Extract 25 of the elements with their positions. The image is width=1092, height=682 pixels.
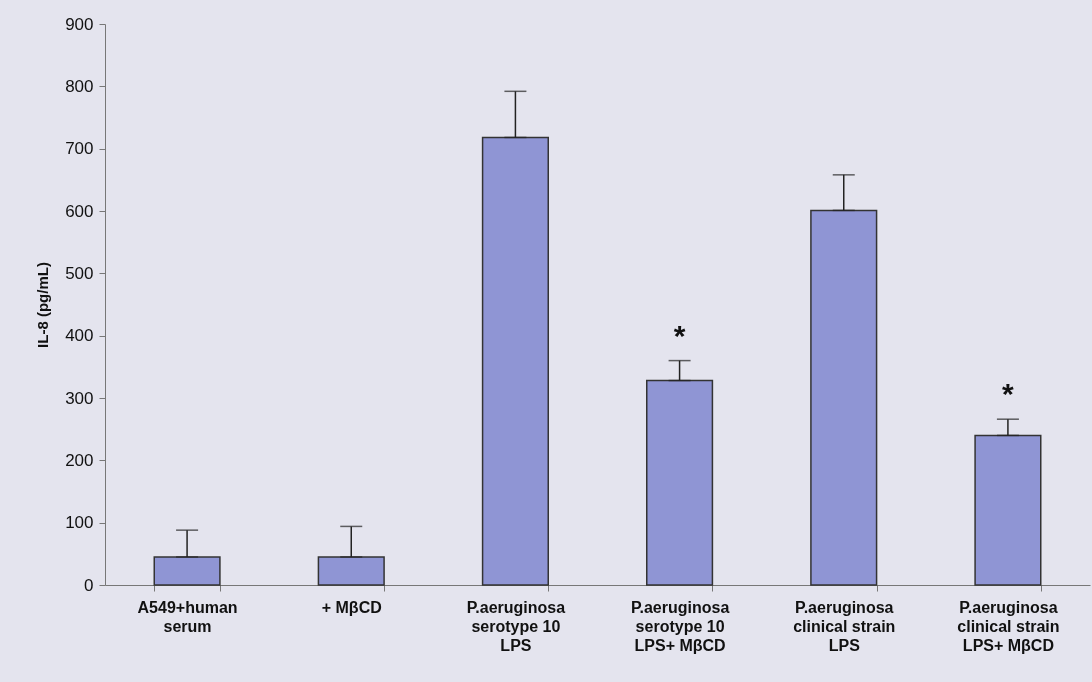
x-tick-label: P.aeruginosa serotype 10 LPS+ MβCD: [630, 598, 730, 654]
annotation: *: [673, 318, 686, 352]
y-tick-label: 600: [65, 201, 94, 221]
y-axis-title: IL-8 (pg/mL): [34, 262, 52, 348]
x-tick-label: P.aeruginosa clinical strain LPS+ MβCD: [957, 598, 1060, 654]
bar: [153, 556, 221, 586]
x-tick-label: P.aeruginosa clinical strain LPS: [793, 598, 896, 654]
x-tick-label: + MβCD: [321, 598, 382, 616]
y-tick-label: 500: [65, 263, 94, 283]
y-tick-label: 900: [65, 14, 94, 34]
x-tick-label: A549+human serum: [137, 598, 238, 635]
y-tick-label: 700: [65, 139, 94, 159]
y-tick-label: 400: [65, 326, 94, 346]
y-tick-label: 100: [65, 513, 94, 533]
bar: [974, 434, 1042, 586]
bar: [317, 556, 385, 586]
y-tick-label: 200: [65, 450, 94, 470]
bar: [646, 379, 714, 586]
x-tick-label: P.aeruginosa serotype 10 LPS: [466, 598, 566, 654]
y-tick-label: 0: [84, 575, 94, 595]
bar: [810, 209, 878, 586]
y-tick-label: 300: [65, 388, 94, 408]
annotation: *: [1002, 377, 1015, 411]
y-tick-label: 800: [65, 76, 94, 96]
bar: [481, 136, 549, 586]
